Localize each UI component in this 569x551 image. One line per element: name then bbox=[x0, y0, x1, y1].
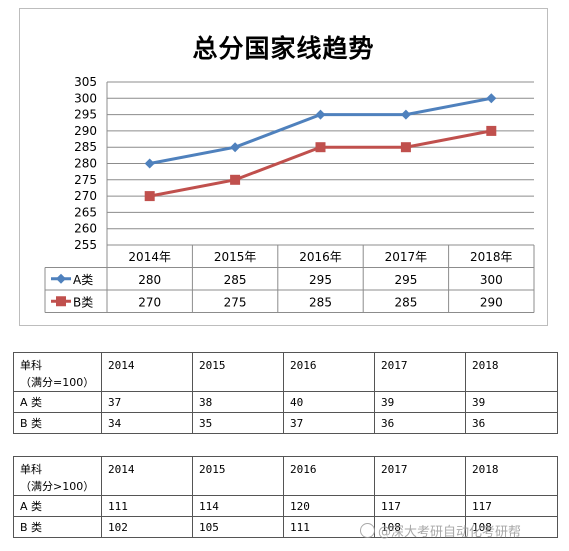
table-cell: 37 bbox=[283, 412, 375, 434]
y-tick-label: 255 bbox=[74, 238, 97, 252]
row-label: B 类 bbox=[13, 412, 102, 434]
data-point-marker bbox=[230, 142, 241, 153]
year-header: 2017 bbox=[374, 456, 466, 496]
table-cell: 114 bbox=[192, 495, 284, 517]
y-tick-label: 300 bbox=[74, 91, 97, 105]
single-subject-table-100: 单科 （满分=100） 2014 2015 2016 2017 2018 A 类… bbox=[13, 352, 558, 434]
watermark-text: @深大考研自动化考研帮 bbox=[378, 525, 522, 540]
table-cell: 120 bbox=[283, 495, 375, 517]
table-cell: 108 bbox=[374, 516, 466, 538]
data-point-marker bbox=[400, 142, 411, 153]
year-header: 2018 bbox=[465, 456, 558, 496]
x-tick-label: 2015年 bbox=[214, 250, 257, 264]
table-cell: 108 bbox=[465, 516, 558, 538]
table-cell: 36 bbox=[374, 412, 466, 434]
year-header: 2015 bbox=[192, 456, 284, 496]
table-cell: 34 bbox=[101, 412, 193, 434]
row-label: B 类 bbox=[13, 516, 102, 538]
year-header: 2014 bbox=[101, 456, 193, 496]
table-row: A 类 111 114 120 117 117 bbox=[13, 495, 558, 517]
data-point-marker bbox=[315, 142, 326, 153]
data-table-value: 300 bbox=[480, 273, 503, 287]
data-point-marker bbox=[230, 174, 241, 185]
table-header-row: 单科 （满分>100） 2014 2015 2016 2017 2018 bbox=[13, 456, 558, 496]
chart-frame: 总分国家线趋势 255 260 265 270 275 280 285 290 295 300 30… bbox=[19, 8, 548, 326]
corner-label-line2: （满分>100） bbox=[20, 480, 95, 493]
y-tick-label: 285 bbox=[74, 140, 97, 154]
table-cell: 117 bbox=[374, 495, 466, 517]
y-tick-label: 280 bbox=[74, 157, 97, 171]
table-cell: 36 bbox=[465, 412, 558, 434]
y-tick-label: 270 bbox=[74, 189, 97, 203]
data-table-value: 290 bbox=[480, 295, 503, 309]
x-tick-label: 2017年 bbox=[385, 250, 428, 264]
table-cell: 102 bbox=[101, 516, 193, 538]
y-tick-label: 260 bbox=[74, 222, 97, 236]
table-cell: 40 bbox=[283, 391, 375, 413]
y-tick-label: 305 bbox=[74, 75, 97, 89]
y-tick-label: 295 bbox=[74, 108, 97, 122]
y-tick-label: 265 bbox=[74, 205, 97, 219]
data-table-value: 275 bbox=[224, 295, 247, 309]
data-table-value: 285 bbox=[224, 273, 247, 287]
table-header-row: 单科 （满分=100） 2014 2015 2016 2017 2018 bbox=[13, 352, 558, 392]
x-tick-label: 2016年 bbox=[299, 250, 342, 264]
data-table-value: 295 bbox=[394, 273, 417, 287]
y-tick-label: 290 bbox=[74, 124, 97, 138]
data-point-marker bbox=[144, 191, 155, 202]
legend-label: A类 bbox=[73, 273, 93, 287]
table-cell: 35 bbox=[192, 412, 284, 434]
y-tick-label: 275 bbox=[74, 173, 97, 187]
watermark: @深大考研自动化考研帮 bbox=[360, 521, 521, 540]
data-point-marker bbox=[400, 109, 411, 120]
row-label: A 类 bbox=[13, 391, 102, 413]
legend-label: B类 bbox=[73, 295, 93, 309]
data-point-marker bbox=[486, 93, 497, 104]
line-chart: 255 260 265 270 275 280 285 290 295 300 305 2014年 20… bbox=[44, 75, 535, 313]
data-table-value: 295 bbox=[309, 273, 332, 287]
x-tick-label: 2018年 bbox=[470, 250, 513, 264]
table-cell: 105 bbox=[192, 516, 284, 538]
corner-label-line1: 单科 bbox=[20, 463, 42, 476]
table-cell: 39 bbox=[465, 391, 558, 413]
year-header: 2016 bbox=[283, 456, 375, 496]
table-cell: 111 bbox=[101, 495, 193, 517]
data-table-value: 285 bbox=[394, 295, 417, 309]
year-header: 2015 bbox=[192, 352, 284, 392]
table-cell: 37 bbox=[101, 391, 193, 413]
table-row: B 类 102 105 111 108 108 bbox=[13, 516, 558, 538]
row-label: A 类 bbox=[13, 495, 102, 517]
weibo-icon bbox=[360, 523, 375, 538]
table-cell: 111 bbox=[283, 516, 375, 538]
chart-title: 总分国家线趋势 bbox=[192, 34, 375, 63]
year-header: 2014 bbox=[101, 352, 193, 392]
legend-key-marker bbox=[56, 273, 66, 284]
data-point-marker bbox=[486, 125, 497, 136]
table-cell: 39 bbox=[374, 391, 466, 413]
table-cell: 117 bbox=[465, 495, 558, 517]
table-corner-label: 单科 （满分=100） bbox=[13, 352, 102, 392]
x-tick-label: 2014年 bbox=[128, 250, 171, 264]
table-row: A 类 37 38 40 39 39 bbox=[13, 391, 558, 413]
data-point-marker bbox=[315, 109, 326, 120]
legend-key-marker bbox=[56, 296, 66, 307]
data-table-value: 285 bbox=[309, 295, 332, 309]
corner-label-line1: 单科 bbox=[20, 359, 42, 372]
corner-label-line2: （满分=100） bbox=[20, 376, 95, 389]
table-row: B 类 34 35 37 36 36 bbox=[13, 412, 558, 434]
year-header: 2016 bbox=[283, 352, 375, 392]
data-table-value: 280 bbox=[138, 273, 161, 287]
single-subject-table-over-100: 单科 （满分>100） 2014 2015 2016 2017 2018 A 类… bbox=[13, 456, 558, 538]
year-header: 2017 bbox=[374, 352, 466, 392]
table-corner-label: 单科 （满分>100） bbox=[13, 456, 102, 496]
data-table-value: 270 bbox=[138, 295, 161, 309]
table-cell: 38 bbox=[192, 391, 284, 413]
data-point-marker bbox=[144, 158, 155, 169]
year-header: 2018 bbox=[465, 352, 558, 392]
